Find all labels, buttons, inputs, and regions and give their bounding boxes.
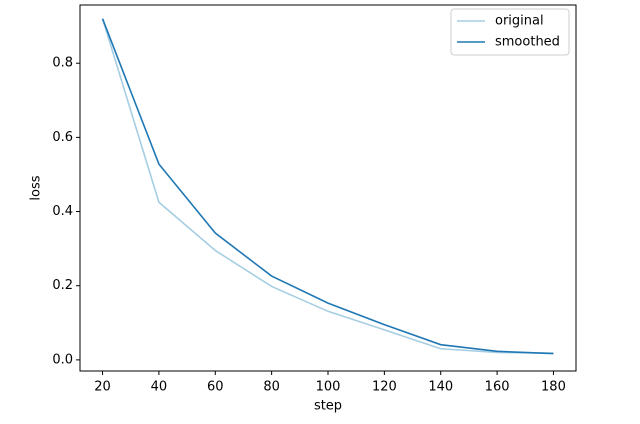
x-tick-label: 120 — [372, 380, 397, 395]
x-tick-label: 140 — [428, 380, 453, 395]
line — [101, 18, 554, 355]
y-tick-label: 0.6 — [52, 130, 73, 145]
x-axis-label: step — [314, 399, 342, 414]
legend-label: original — [495, 14, 544, 29]
y-tick-label: 0.8 — [52, 56, 73, 71]
x-tick-label: 60 — [207, 380, 224, 395]
legend-label: smoothed — [495, 35, 560, 50]
y-tick-label: 0.0 — [52, 352, 73, 367]
x-tick-label: 160 — [485, 380, 510, 395]
line — [101, 18, 554, 355]
x-tick-label: 100 — [316, 380, 341, 395]
x-tick-label: 40 — [151, 380, 168, 395]
y-axis-label: loss — [29, 175, 44, 200]
x-tick-label: 20 — [94, 380, 111, 395]
x-tick-label: 80 — [263, 380, 280, 395]
x-tick-label: 180 — [541, 380, 566, 395]
y-tick-label: 0.4 — [52, 204, 73, 219]
y-tick-label: 0.2 — [52, 278, 73, 293]
